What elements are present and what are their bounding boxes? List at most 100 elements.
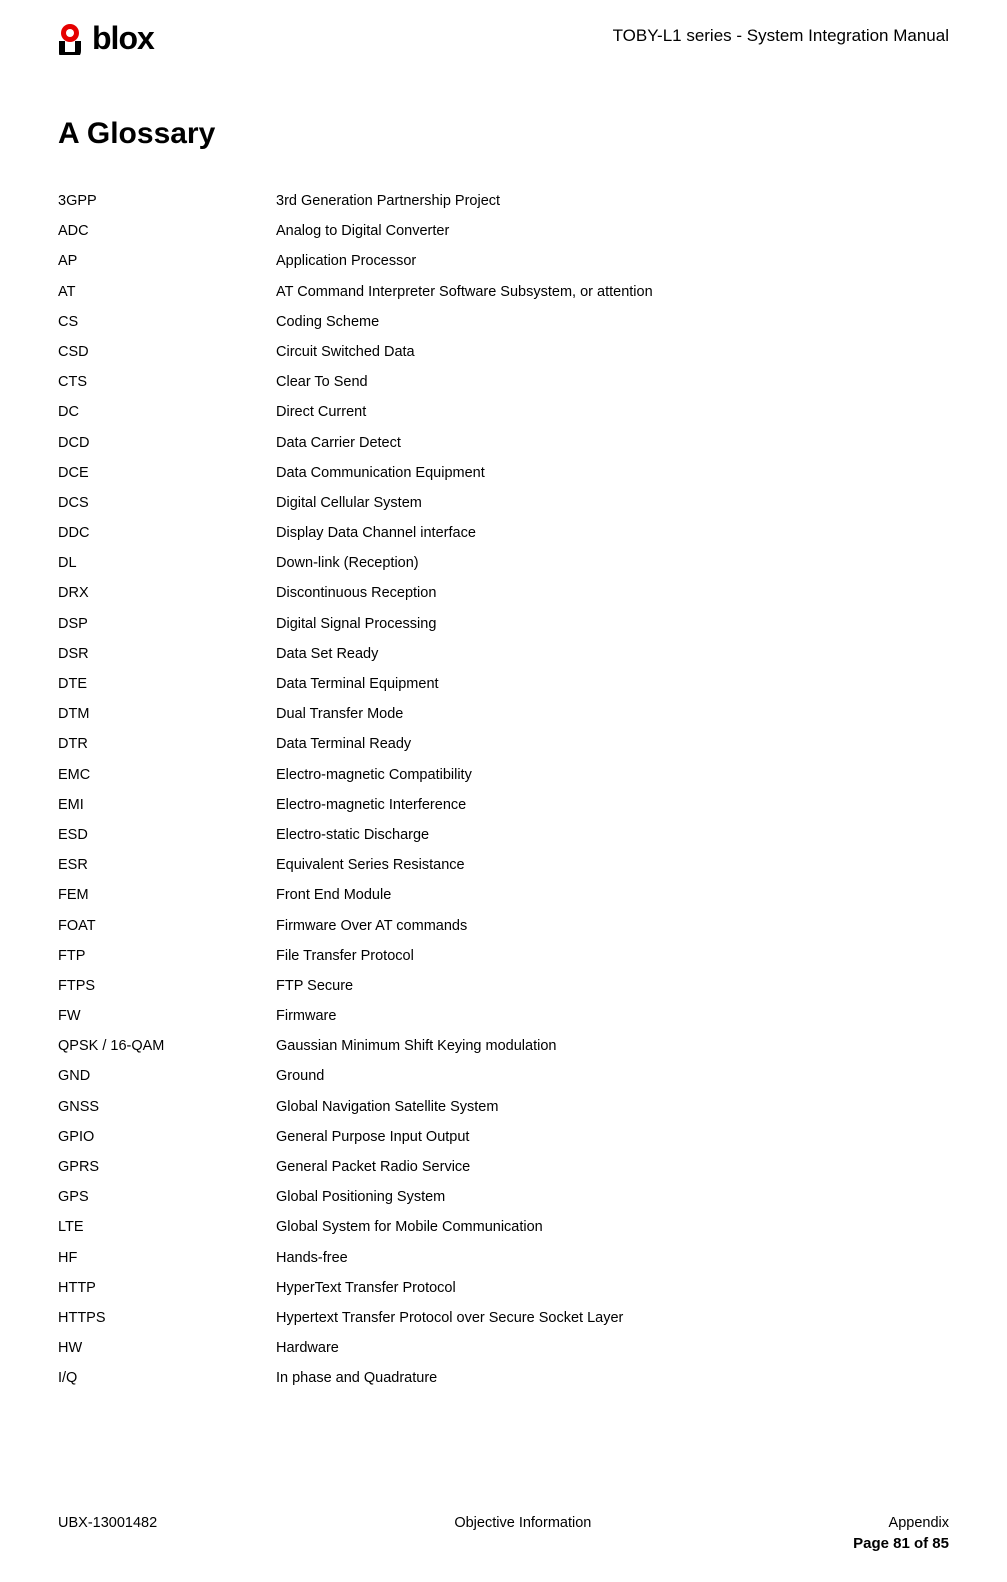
glossary-row: EMCElectro-magnetic Compatibility — [58, 767, 949, 783]
glossary-term: HTTP — [58, 1280, 276, 1296]
glossary-row: FTPFile Transfer Protocol — [58, 948, 949, 964]
glossary-row: DTRData Terminal Ready — [58, 736, 949, 752]
footer-page-number: Page 81 of 85 — [853, 1535, 949, 1552]
glossary-definition: Analog to Digital Converter — [276, 223, 449, 239]
glossary-row: GNDGround — [58, 1068, 949, 1084]
glossary-row: ESREquivalent Series Resistance — [58, 857, 949, 873]
glossary-row: HWHardware — [58, 1340, 949, 1356]
glossary-definition: Ground — [276, 1068, 324, 1084]
glossary-definition: AT Command Interpreter Software Subsyste… — [276, 284, 653, 300]
glossary-term: ESR — [58, 857, 276, 873]
glossary-term: AT — [58, 284, 276, 300]
glossary-row: 3GPP3rd Generation Partnership Project — [58, 193, 949, 209]
glossary-definition: Circuit Switched Data — [276, 344, 415, 360]
glossary-definition: File Transfer Protocol — [276, 948, 414, 964]
glossary-term: CTS — [58, 374, 276, 390]
glossary-row: CSCoding Scheme — [58, 314, 949, 330]
glossary-row: CTSClear To Send — [58, 374, 949, 390]
glossary-term: GNSS — [58, 1099, 276, 1115]
glossary-row: DSRData Set Ready — [58, 646, 949, 662]
glossary-definition: Hands-free — [276, 1250, 348, 1266]
glossary-term: LTE — [58, 1219, 276, 1235]
glossary-term: EMI — [58, 797, 276, 813]
glossary-term: DCE — [58, 465, 276, 481]
glossary-row: GPRSGeneral Packet Radio Service — [58, 1159, 949, 1175]
glossary-row: EMIElectro-magnetic Interference — [58, 797, 949, 813]
glossary-term: FW — [58, 1008, 276, 1024]
glossary-definition: HyperText Transfer Protocol — [276, 1280, 456, 1296]
glossary-definition: Data Carrier Detect — [276, 435, 401, 451]
glossary-definition: Down-link (Reception) — [276, 555, 419, 571]
glossary-row: QPSK / 16-QAMGaussian Minimum Shift Keyi… — [58, 1038, 949, 1054]
glossary-term: DCD — [58, 435, 276, 451]
footer-doc-id: UBX-13001482 — [58, 1515, 157, 1531]
glossary-row: DLDown-link (Reception) — [58, 555, 949, 571]
glossary-definition: General Purpose Input Output — [276, 1129, 469, 1145]
glossary-term: CSD — [58, 344, 276, 360]
header: blox TOBY-L1 series - System Integration… — [58, 20, 949, 57]
glossary-term: FOAT — [58, 918, 276, 934]
glossary-row: DTMDual Transfer Mode — [58, 706, 949, 722]
glossary-term: 3GPP — [58, 193, 276, 209]
glossary-definition: Clear To Send — [276, 374, 368, 390]
glossary-term: GPIO — [58, 1129, 276, 1145]
glossary-definition: Display Data Channel interface — [276, 525, 476, 541]
glossary-row: FEMFront End Module — [58, 887, 949, 903]
glossary-row: FOATFirmware Over AT commands — [58, 918, 949, 934]
glossary-term: DSR — [58, 646, 276, 662]
glossary-term: DDC — [58, 525, 276, 541]
glossary-row: DRXDiscontinuous Reception — [58, 585, 949, 601]
glossary-row: DCSDigital Cellular System — [58, 495, 949, 511]
glossary-row: HTTPHyperText Transfer Protocol — [58, 1280, 949, 1296]
glossary-definition: Global Navigation Satellite System — [276, 1099, 498, 1115]
glossary-definition: Gaussian Minimum Shift Keying modulation — [276, 1038, 556, 1054]
glossary-definition: Electro-static Discharge — [276, 827, 429, 843]
glossary-term: DTM — [58, 706, 276, 722]
glossary-definition: 3rd Generation Partnership Project — [276, 193, 500, 209]
glossary-definition: Direct Current — [276, 404, 366, 420]
glossary-definition: Discontinuous Reception — [276, 585, 436, 601]
glossary-term: GPRS — [58, 1159, 276, 1175]
glossary-definition: Equivalent Series Resistance — [276, 857, 465, 873]
glossary-term: DTE — [58, 676, 276, 692]
glossary-definition: Global System for Mobile Communication — [276, 1219, 543, 1235]
glossary-definition: Data Communication Equipment — [276, 465, 485, 481]
glossary-definition: Coding Scheme — [276, 314, 379, 330]
glossary-row: DSPDigital Signal Processing — [58, 616, 949, 632]
glossary-definition: Data Terminal Ready — [276, 736, 411, 752]
glossary-term: QPSK / 16-QAM — [58, 1038, 276, 1054]
glossary-term: FTPS — [58, 978, 276, 994]
glossary-row: APApplication Processor — [58, 253, 949, 269]
glossary-row: FTPSFTP Secure — [58, 978, 949, 994]
glossary-row: FWFirmware — [58, 1008, 949, 1024]
glossary-term: DCS — [58, 495, 276, 511]
glossary-row: ESDElectro-static Discharge — [58, 827, 949, 843]
glossary-row: DDCDisplay Data Channel interface — [58, 525, 949, 541]
glossary-definition: FTP Secure — [276, 978, 353, 994]
glossary-definition: Data Terminal Equipment — [276, 676, 439, 692]
glossary-term: HTTPS — [58, 1310, 276, 1326]
glossary-row: LTEGlobal System for Mobile Communicatio… — [58, 1219, 949, 1235]
glossary-term: I/Q — [58, 1370, 276, 1386]
glossary-term: HW — [58, 1340, 276, 1356]
glossary-row: DCDData Carrier Detect — [58, 435, 949, 451]
glossary-definition: Hypertext Transfer Protocol over Secure … — [276, 1310, 623, 1326]
document-title: TOBY-L1 series - System Integration Manu… — [613, 26, 949, 46]
glossary-term: AP — [58, 253, 276, 269]
glossary-term: CS — [58, 314, 276, 330]
logo-text: blox — [92, 20, 154, 57]
glossary-definition: Electro-magnetic Compatibility — [276, 767, 472, 783]
glossary-definition: Digital Cellular System — [276, 495, 422, 511]
glossary-term: GPS — [58, 1189, 276, 1205]
glossary-row: GNSSGlobal Navigation Satellite System — [58, 1099, 949, 1115]
glossary-row: GPIOGeneral Purpose Input Output — [58, 1129, 949, 1145]
glossary-definition: Electro-magnetic Interference — [276, 797, 466, 813]
glossary-term: DTR — [58, 736, 276, 752]
glossary-definition: In phase and Quadrature — [276, 1370, 437, 1386]
glossary-definition: Data Set Ready — [276, 646, 378, 662]
glossary-row: DTEData Terminal Equipment — [58, 676, 949, 692]
glossary-term: FTP — [58, 948, 276, 964]
footer: UBX-13001482 Objective Information Appen… — [58, 1495, 949, 1552]
glossary-term: EMC — [58, 767, 276, 783]
glossary-definition: Application Processor — [276, 253, 416, 269]
